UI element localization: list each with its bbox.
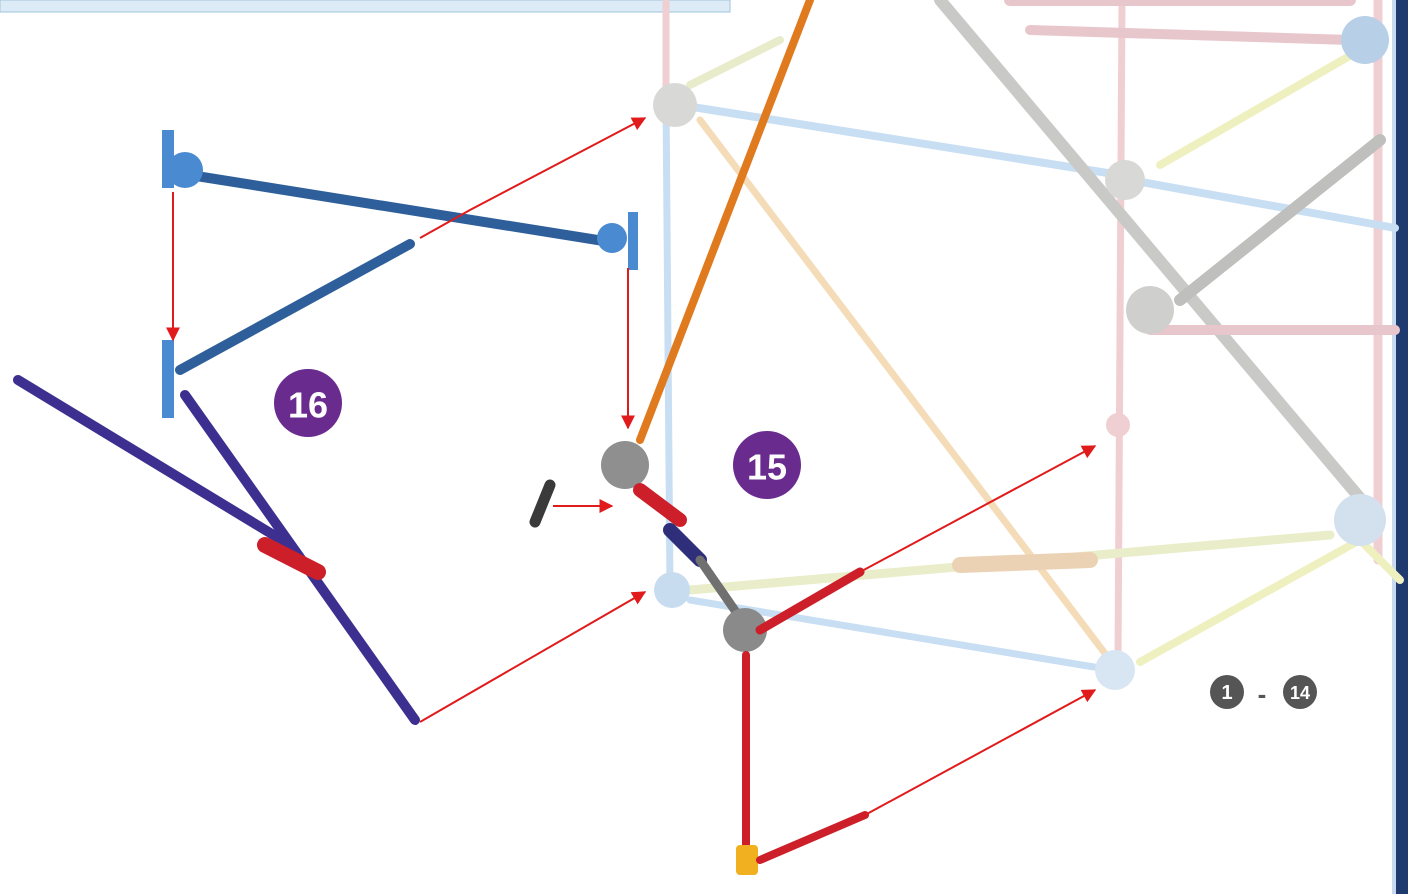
step-number: 14 [1290,683,1310,703]
existing-frame [640,0,1400,690]
step-number: 15 [747,447,787,488]
edge-bar-light [1392,0,1396,894]
assembly-diagram: 16 15 1 - 14 [0,0,1408,894]
top-banner [0,0,730,12]
step-number: 16 [288,385,328,426]
page: 16 15 1 - 14 (() => { const data = JSON.… [0,0,1408,894]
range-separator: - [1258,679,1267,709]
step-number: 1 [1221,682,1232,704]
